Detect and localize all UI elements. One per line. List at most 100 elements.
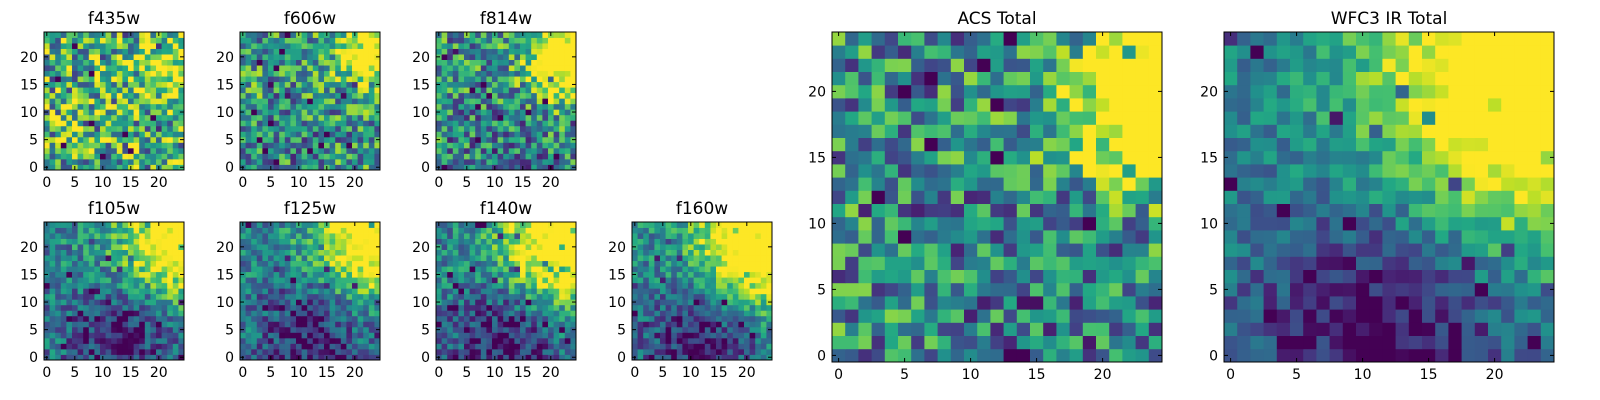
heatmap-cell	[172, 87, 179, 94]
heatmap-cell	[648, 337, 655, 344]
heatmap-cell	[637, 244, 644, 250]
heatmap-cell	[688, 326, 694, 333]
heatmap-cell	[665, 271, 672, 278]
heatmap-cell	[245, 125, 252, 132]
heatmap-cell	[161, 54, 168, 60]
heatmap-cell	[340, 260, 347, 267]
heatmap-cell	[436, 227, 442, 234]
heatmap-cell	[307, 299, 314, 306]
heatmap-cell	[977, 177, 991, 191]
heatmap-cell	[441, 293, 448, 300]
heatmap-cell	[262, 299, 269, 306]
heatmap-cell	[77, 131, 84, 138]
heatmap-cell	[335, 114, 342, 121]
heatmap-cell	[699, 299, 706, 306]
heatmap-cell	[363, 277, 370, 284]
heatmap-cell	[480, 299, 487, 306]
heatmap-cell	[447, 142, 454, 149]
heatmap-cell	[116, 153, 123, 160]
heatmap-cell	[525, 260, 532, 267]
heatmap-cell	[55, 354, 62, 361]
heatmap-cell	[710, 238, 717, 245]
heatmap-cell	[318, 92, 325, 99]
heatmap-cell	[480, 87, 487, 94]
heatmap-cell	[924, 190, 938, 204]
heatmap-cell	[671, 249, 678, 256]
heatmap-cell	[133, 59, 140, 66]
heatmap-cell	[60, 238, 67, 245]
heatmap-cell	[251, 103, 258, 110]
heatmap-cell	[570, 158, 577, 165]
heatmap-cell	[60, 48, 67, 55]
heatmap-cell	[83, 227, 90, 234]
heatmap-cell	[161, 87, 168, 94]
heatmap-cell	[268, 343, 274, 350]
heatmap-cell	[559, 299, 566, 306]
heatmap-cell	[464, 37, 470, 44]
heatmap-cell	[178, 249, 185, 256]
heatmap-cell	[497, 293, 504, 300]
heatmap-cell	[441, 326, 448, 333]
heatmap-cell	[508, 32, 515, 38]
heatmap-cell	[139, 293, 146, 300]
heatmap-cell	[352, 131, 358, 138]
heatmap-cell	[721, 233, 728, 239]
heatmap-cell	[318, 87, 325, 94]
heatmap-cell	[520, 260, 526, 267]
heatmap-cell	[251, 87, 258, 94]
heatmap-cell	[144, 310, 151, 317]
heatmap-cell	[766, 310, 773, 317]
heatmap-cell	[284, 222, 291, 228]
heatmap-cell	[55, 153, 62, 160]
heatmap-cell	[1043, 243, 1057, 257]
heatmap-cell	[964, 216, 978, 231]
heatmap-cell	[363, 299, 370, 306]
heatmap-cell	[290, 233, 297, 239]
heatmap-cell	[508, 81, 515, 88]
x-tick-label: 20	[542, 175, 560, 191]
heatmap-cell	[704, 288, 711, 295]
heatmap-cell	[716, 244, 722, 250]
heatmap-cell	[497, 98, 504, 105]
heatmap-cell	[161, 222, 168, 228]
heatmap-cell	[632, 310, 638, 317]
heatmap-cell	[525, 54, 532, 60]
heatmap-cell	[72, 260, 78, 267]
heatmap-cell	[352, 158, 358, 165]
heatmap-cell	[346, 98, 353, 105]
heatmap-cell	[268, 54, 274, 60]
heatmap-cell	[100, 288, 106, 295]
heatmap-cell	[531, 348, 538, 355]
heatmap-cell	[60, 131, 67, 138]
heatmap-cell	[447, 288, 454, 295]
heatmap-cell	[374, 277, 381, 284]
heatmap-cell	[682, 299, 689, 306]
heatmap-cell	[88, 348, 95, 355]
heatmap-cell	[676, 255, 683, 262]
heatmap-cell	[475, 59, 482, 66]
heatmap-cell	[486, 114, 493, 121]
heatmap-cell	[525, 315, 532, 322]
heatmap-cell	[548, 65, 554, 72]
heatmap-cell	[665, 282, 672, 289]
heatmap-cell	[469, 59, 476, 66]
heatmap-cell	[273, 354, 280, 361]
heatmap-cell	[676, 337, 683, 344]
heatmap-cell	[105, 304, 112, 311]
heatmap-cell	[329, 244, 336, 250]
heatmap-cell	[100, 233, 106, 239]
heatmap-cell	[749, 337, 756, 344]
heatmap-cell	[161, 282, 168, 289]
heatmap-cell	[301, 136, 308, 143]
heatmap-cell	[744, 233, 750, 239]
heatmap-cell	[1148, 269, 1163, 284]
heatmap-cell	[83, 326, 90, 333]
heatmap-cell	[475, 222, 482, 228]
heatmap-cell	[368, 37, 375, 44]
heatmap-cell	[548, 81, 554, 88]
heatmap-cell	[256, 321, 263, 328]
heatmap-cell	[654, 282, 661, 289]
heatmap-cell	[520, 109, 526, 116]
heatmap-cell	[279, 293, 286, 300]
heatmap-cell	[357, 131, 364, 138]
